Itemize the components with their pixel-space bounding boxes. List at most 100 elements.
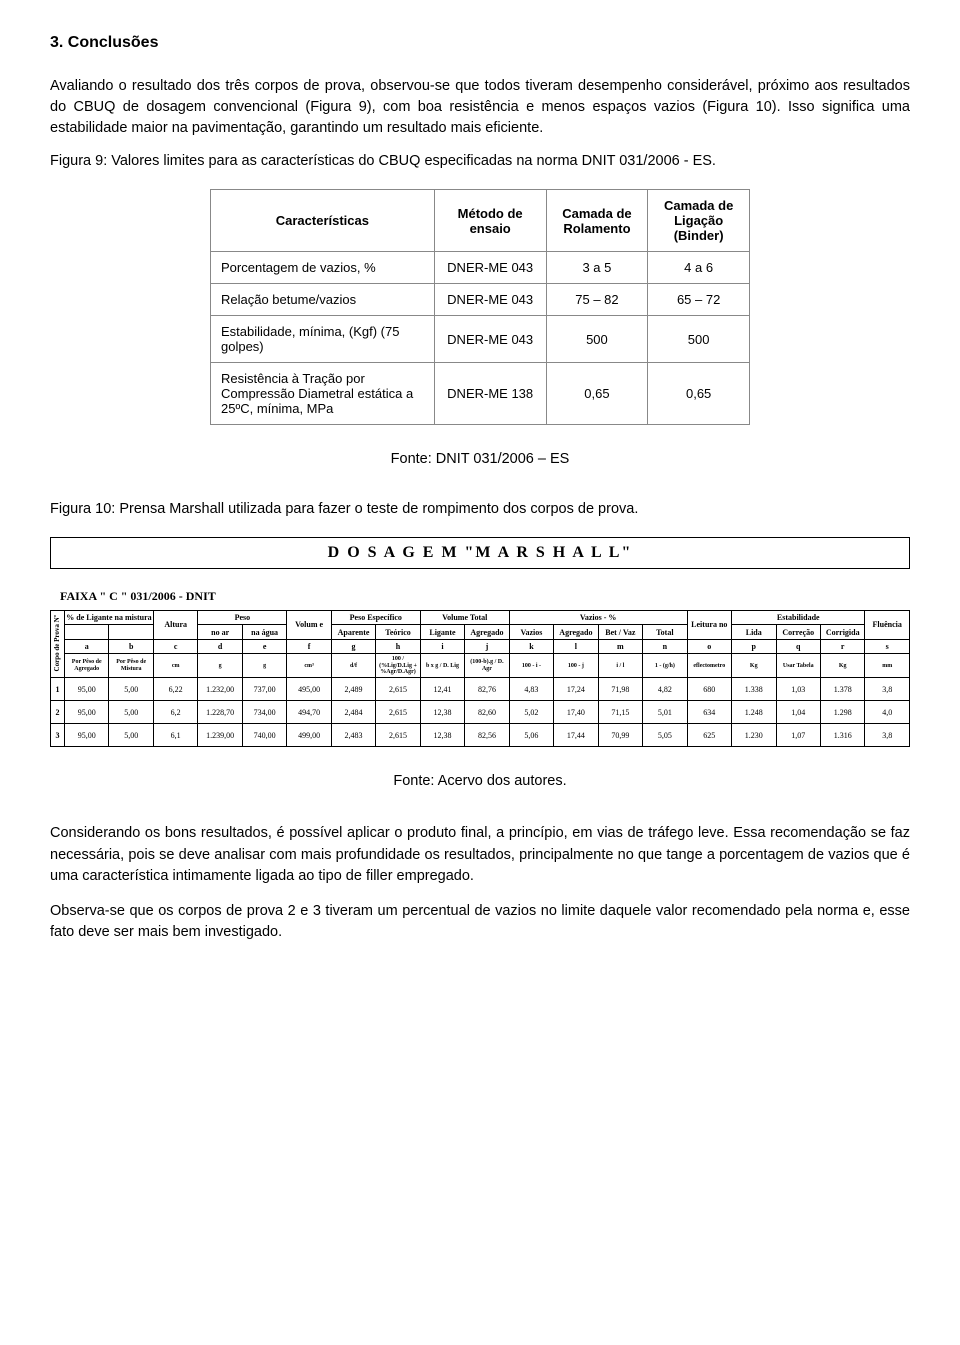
marshall-unit-header: b x g / D. Lig [420, 654, 464, 678]
faixa-label: FAIXA " C " 031/2006 - DNIT [60, 589, 910, 604]
marshall-cell: 1,03 [776, 678, 820, 701]
marshall-sub-header: Total [643, 625, 687, 639]
marshall-unit-header: mm [865, 654, 910, 678]
marshall-title: D O S A G E M "M A R S H A L L" [51, 544, 909, 562]
marshall-cell: 12,41 [420, 678, 464, 701]
figure9-table: Características Método de ensaio Camada … [210, 189, 750, 425]
marshall-sub-header: Bet / Vaz [598, 625, 642, 639]
marshall-group-header: Corpo de Prova Nº [51, 611, 65, 678]
marshall-cell: 625 [687, 724, 731, 747]
marshall-sub-header: Vazios [509, 625, 553, 639]
marshall-group-header: Peso Específico [331, 611, 420, 625]
fig9-header: Características [211, 190, 435, 252]
marshall-cell: 1.239,00 [198, 724, 242, 747]
figure10-caption: Figura 10: Prensa Marshall utilizada par… [50, 501, 910, 517]
marshall-cell: 2,615 [376, 701, 420, 724]
marshall-cell: 634 [687, 701, 731, 724]
marshall-letter-header: p [732, 639, 776, 653]
marshall-cell: 737,00 [242, 678, 286, 701]
marshall-cell: 2,615 [376, 678, 420, 701]
marshall-cell: 4,82 [643, 678, 687, 701]
marshall-cell: 6,22 [153, 678, 197, 701]
marshall-cell: 95,00 [65, 701, 109, 724]
marshall-cell: 17,24 [554, 678, 598, 701]
fig9-cell: 0,65 [546, 363, 648, 425]
marshall-sub-header: no ar [198, 625, 242, 639]
marshall-letter-header: b [109, 639, 153, 653]
marshall-letter-header: e [242, 639, 286, 653]
marshall-letter-header: k [509, 639, 553, 653]
marshall-letter-header: o [687, 639, 731, 653]
marshall-cell: 1.316 [820, 724, 864, 747]
marshall-letter-header: r [820, 639, 864, 653]
marshall-unit-header: cm [153, 654, 197, 678]
marshall-cell: 95,00 [65, 724, 109, 747]
marshall-letter-header: m [598, 639, 642, 653]
marshall-cell: 82,60 [465, 701, 509, 724]
marshall-cell: 4,83 [509, 678, 553, 701]
marshall-cell: 12,38 [420, 701, 464, 724]
marshall-cell: 734,00 [242, 701, 286, 724]
marshall-sub-header [65, 625, 109, 639]
marshall-cell: 499,00 [287, 724, 331, 747]
marshall-letter-header: d [198, 639, 242, 653]
fig9-cell: Resistência à Tração por Compressão Diam… [211, 363, 435, 425]
marshall-sub-header: na água [242, 625, 286, 639]
marshall-cell: 17,44 [554, 724, 598, 747]
fig9-cell: Porcentagem de vazios, % [211, 252, 435, 284]
marshall-unit-header: eflectometro [687, 654, 731, 678]
fig9-header: Camada de Ligação (Binder) [648, 190, 750, 252]
marshall-cell: 2,484 [331, 701, 375, 724]
marshall-cell: 494,70 [287, 701, 331, 724]
marshall-cell: 1.298 [820, 701, 864, 724]
marshall-table: Corpo de Prova Nº% de Ligante na mistura… [50, 610, 910, 747]
marshall-cell: 82,76 [465, 678, 509, 701]
marshall-cell: 1.230 [732, 724, 776, 747]
marshall-cell: 2,483 [331, 724, 375, 747]
marshall-sub-header [109, 625, 153, 639]
marshall-cell: 5,06 [509, 724, 553, 747]
marshall-cell: 2,489 [331, 678, 375, 701]
marshall-sub-header: Teórico [376, 625, 420, 639]
fig9-cell: Estabilidade, mínima, (Kgf) (75 golpes) [211, 316, 435, 363]
marshall-sub-header: Corrigida [820, 625, 864, 639]
marshall-group-header: Leitura no [687, 611, 731, 640]
marshall-letter-header: a [65, 639, 109, 653]
paragraph-1: Avaliando o resultado dos três corpos de… [50, 76, 910, 139]
marshall-cell: 3 [51, 724, 65, 747]
marshall-unit-header: cm³ [287, 654, 331, 678]
marshall-cell: 5,00 [109, 724, 153, 747]
fig9-cell: 500 [546, 316, 648, 363]
marshall-cell: 1 [51, 678, 65, 701]
marshall-group-header: Vazios - % [509, 611, 687, 625]
marshall-group-header: Volume Total [420, 611, 509, 625]
section-title: 3. Conclusões [50, 34, 910, 52]
marshall-cell: 495,00 [287, 678, 331, 701]
marshall-sub-header: Agregado [465, 625, 509, 639]
marshall-cell: 5,01 [643, 701, 687, 724]
marshall-cell: 4,0 [865, 701, 910, 724]
marshall-letter-header: j [465, 639, 509, 653]
marshall-cell: 5,00 [109, 678, 153, 701]
marshall-cell: 82,56 [465, 724, 509, 747]
figure10-fonte: Fonte: Acervo dos autores. [50, 773, 910, 789]
marshall-cell: 1,04 [776, 701, 820, 724]
fig9-cell: 65 – 72 [648, 284, 750, 316]
marshall-unit-header: Por Pêso de Agregado [65, 654, 109, 678]
marshall-cell: 2 [51, 701, 65, 724]
marshall-cell: 12,38 [420, 724, 464, 747]
marshall-unit-header: 100 / (%Lig/D.Lig + %Agr/D.Agr) [376, 654, 420, 678]
fig9-cell: DNER-ME 043 [434, 252, 546, 284]
fig9-cell: 4 a 6 [648, 252, 750, 284]
marshall-group-header: Altura [153, 611, 197, 640]
marshall-title-box: D O S A G E M "M A R S H A L L" [50, 537, 910, 569]
marshall-group-header: Fluência [865, 611, 910, 640]
fig9-header: Camada de Rolamento [546, 190, 648, 252]
marshall-cell: 1,07 [776, 724, 820, 747]
marshall-cell: 71,98 [598, 678, 642, 701]
marshall-cell: 1.248 [732, 701, 776, 724]
marshall-unit-header: g [198, 654, 242, 678]
fig9-cell: 0,65 [648, 363, 750, 425]
marshall-letter-header: l [554, 639, 598, 653]
marshall-cell: 1.378 [820, 678, 864, 701]
